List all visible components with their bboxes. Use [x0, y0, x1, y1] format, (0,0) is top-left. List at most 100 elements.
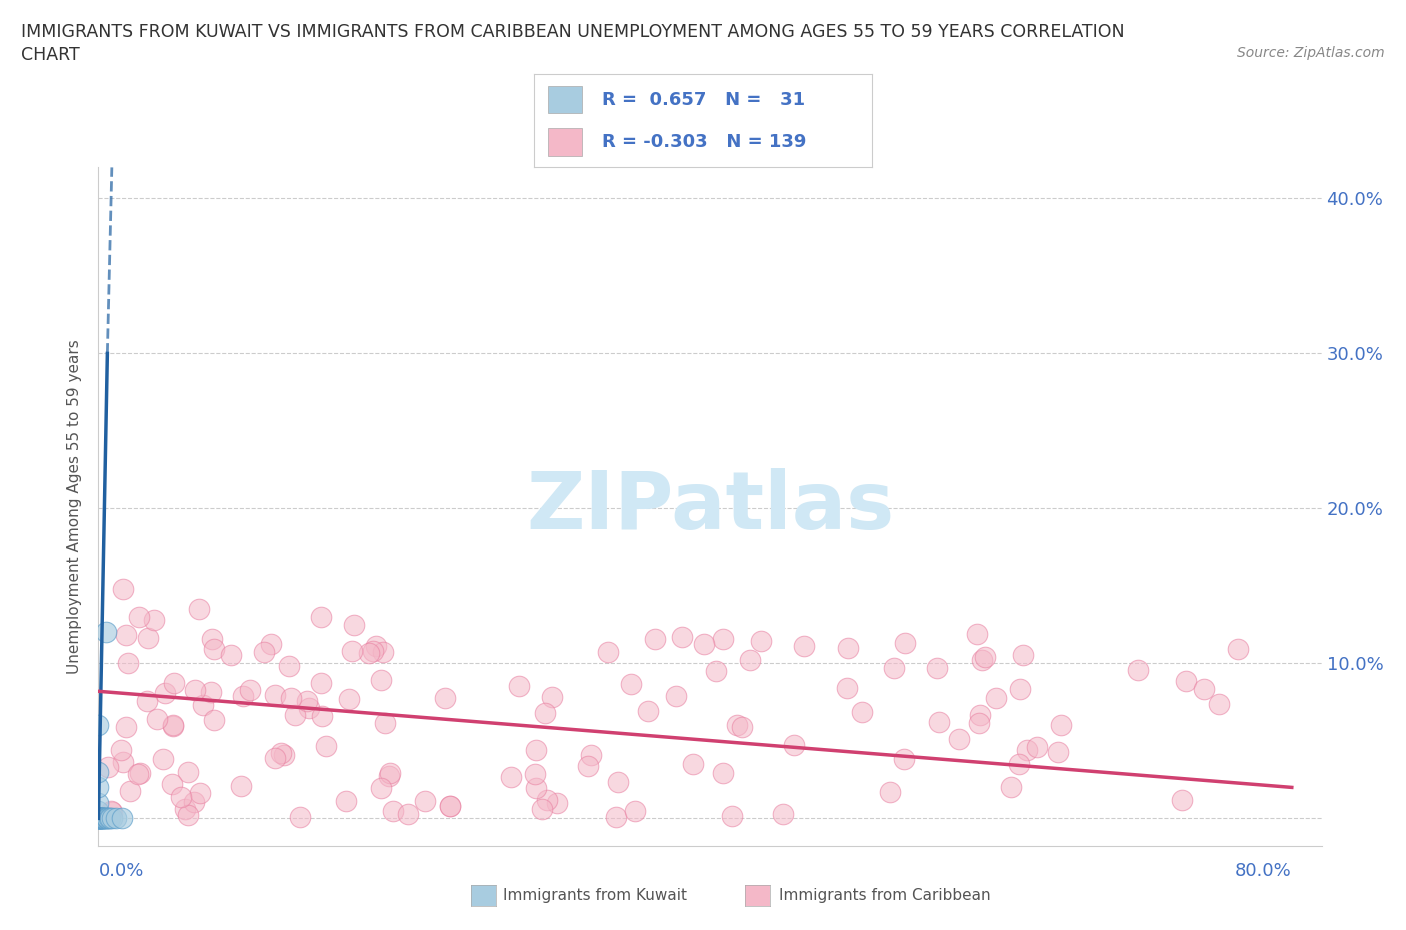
- Point: [501, 769, 523, 784]
- Point: [309, 676, 332, 691]
- Point: [94, 625, 117, 640]
- FancyBboxPatch shape: [548, 86, 582, 113]
- Point: [337, 692, 360, 707]
- Point: [162, 717, 184, 732]
- Point: [129, 766, 152, 781]
- Point: [153, 686, 176, 701]
- Point: [253, 644, 276, 659]
- Point: [89, 811, 111, 826]
- Point: [1015, 742, 1038, 757]
- Text: R =  0.657   N =   31: R = 0.657 N = 31: [602, 90, 804, 109]
- Point: [110, 742, 132, 757]
- Point: [1046, 744, 1069, 759]
- Text: 0.0%: 0.0%: [98, 862, 143, 880]
- Point: [91, 811, 114, 826]
- Point: [136, 631, 159, 645]
- Point: [546, 795, 568, 810]
- Point: [531, 802, 554, 817]
- Point: [793, 638, 815, 653]
- Point: [295, 693, 318, 708]
- Point: [524, 742, 547, 757]
- Point: [188, 602, 211, 617]
- Point: [162, 719, 184, 734]
- Point: [93, 811, 115, 826]
- Point: [605, 810, 627, 825]
- Point: [439, 799, 461, 814]
- Point: [128, 609, 150, 624]
- Point: [176, 808, 198, 823]
- Point: [1050, 718, 1073, 733]
- Point: [434, 691, 457, 706]
- Point: [671, 630, 693, 644]
- Text: R = -0.303   N = 139: R = -0.303 N = 139: [602, 133, 806, 152]
- Point: [115, 720, 138, 735]
- Point: [335, 793, 357, 808]
- Point: [101, 804, 124, 819]
- Point: [508, 679, 530, 694]
- Point: [100, 804, 122, 818]
- Point: [893, 752, 915, 767]
- Point: [311, 709, 333, 724]
- Point: [98, 811, 121, 826]
- Point: [1227, 641, 1250, 656]
- Point: [87, 780, 110, 795]
- Point: [160, 777, 183, 791]
- Point: [606, 775, 628, 790]
- Point: [184, 683, 207, 698]
- Point: [231, 778, 253, 793]
- Point: [969, 708, 991, 723]
- Point: [87, 811, 110, 826]
- Point: [576, 759, 599, 774]
- Point: [623, 804, 645, 818]
- Point: [986, 690, 1008, 705]
- Point: [620, 677, 643, 692]
- Point: [682, 756, 704, 771]
- FancyBboxPatch shape: [548, 128, 582, 156]
- Point: [232, 688, 254, 703]
- Point: [112, 755, 135, 770]
- Point: [1208, 697, 1230, 711]
- Point: [177, 764, 200, 779]
- Point: [357, 646, 380, 661]
- Text: CHART: CHART: [21, 46, 80, 64]
- Point: [143, 613, 166, 628]
- Point: [1000, 779, 1022, 794]
- Point: [96, 811, 118, 826]
- Point: [101, 811, 124, 826]
- Point: [883, 660, 905, 675]
- Point: [91, 811, 114, 826]
- Text: Source: ZipAtlas.com: Source: ZipAtlas.com: [1237, 46, 1385, 60]
- Point: [413, 793, 436, 808]
- Point: [366, 639, 388, 654]
- Point: [725, 717, 748, 732]
- Text: IMMIGRANTS FROM KUWAIT VS IMMIGRANTS FROM CARIBBEAN UNEMPLOYMENT AMONG AGES 55 T: IMMIGRANTS FROM KUWAIT VS IMMIGRANTS FRO…: [21, 23, 1125, 41]
- Point: [264, 687, 287, 702]
- Point: [740, 652, 762, 667]
- Point: [711, 765, 734, 780]
- Point: [693, 637, 716, 652]
- Point: [87, 811, 110, 826]
- Point: [1192, 682, 1215, 697]
- Point: [91, 811, 114, 826]
- Point: [89, 811, 111, 826]
- Point: [948, 731, 970, 746]
- Point: [200, 684, 222, 699]
- Point: [202, 712, 225, 727]
- Point: [1170, 793, 1192, 808]
- Point: [894, 636, 917, 651]
- Point: [90, 811, 112, 826]
- Point: [837, 681, 859, 696]
- Point: [188, 785, 211, 800]
- Point: [87, 811, 110, 826]
- Point: [1025, 739, 1047, 754]
- Point: [280, 690, 302, 705]
- Point: [94, 811, 117, 826]
- Point: [1126, 662, 1149, 677]
- Point: [381, 804, 404, 818]
- Point: [596, 645, 619, 660]
- Text: 80.0%: 80.0%: [1234, 862, 1292, 880]
- Point: [315, 739, 337, 754]
- Point: [191, 698, 214, 712]
- Point: [966, 627, 988, 642]
- Point: [974, 650, 997, 665]
